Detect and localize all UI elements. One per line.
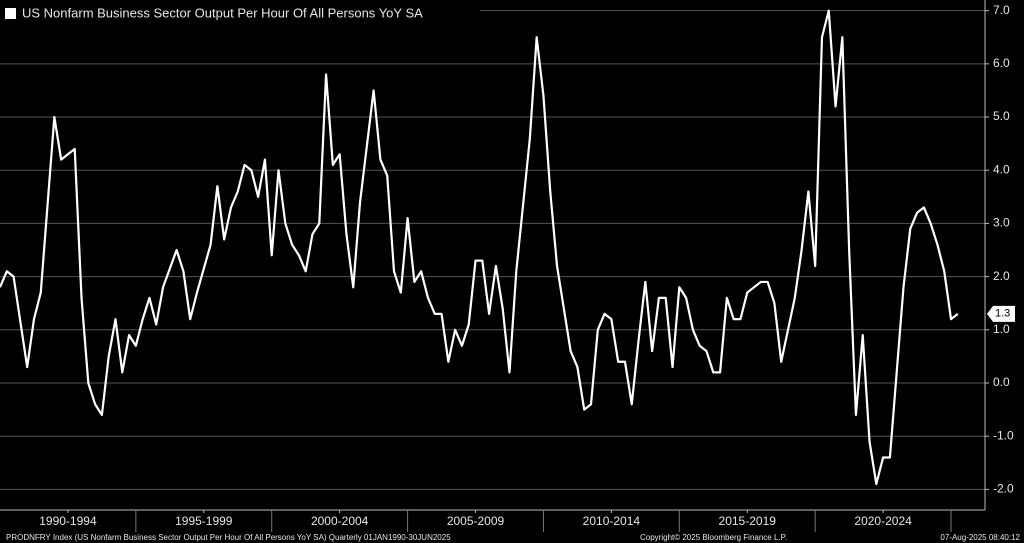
y-tick-label: 5.0 (993, 109, 1010, 123)
copyright: Copyright© 2025 Bloomberg Finance L.P. (640, 533, 787, 542)
x-tick-label: 1995-1999 (175, 514, 233, 528)
y-tick-label: 4.0 (993, 162, 1010, 176)
x-tick-label: 2005-2009 (447, 514, 505, 528)
last-value-badge (987, 305, 1015, 322)
legend-swatch (5, 8, 16, 19)
last-value-label: 1.3 (995, 308, 1010, 320)
y-tick-label: 6.0 (993, 56, 1010, 70)
timestamp: 07-Aug-2025 08:40:12 (940, 533, 1020, 542)
x-tick-label: 2015-2019 (719, 514, 777, 528)
x-tick-label: 2000-2004 (311, 514, 369, 528)
y-tick-label: -2.0 (993, 482, 1014, 496)
y-tick-label: 7.0 (993, 3, 1010, 17)
x-tick-label: 2010-2014 (583, 514, 641, 528)
legend-label: US Nonfarm Business Sector Output Per Ho… (22, 5, 423, 20)
y-tick-label: 1.0 (993, 322, 1010, 336)
legend-bg (0, 4, 480, 24)
source-note: PRODNFRY Index (US Nonfarm Business Sect… (6, 533, 451, 542)
y-tick-label: 0.0 (993, 375, 1010, 389)
x-tick-label: 1990-1994 (39, 514, 97, 528)
series-line (0, 9, 959, 486)
y-tick-label: 3.0 (993, 216, 1010, 230)
y-tick-label: 2.0 (993, 269, 1010, 283)
x-tick-label: 2020-2024 (854, 514, 912, 528)
y-tick-label: -1.0 (993, 428, 1014, 442)
